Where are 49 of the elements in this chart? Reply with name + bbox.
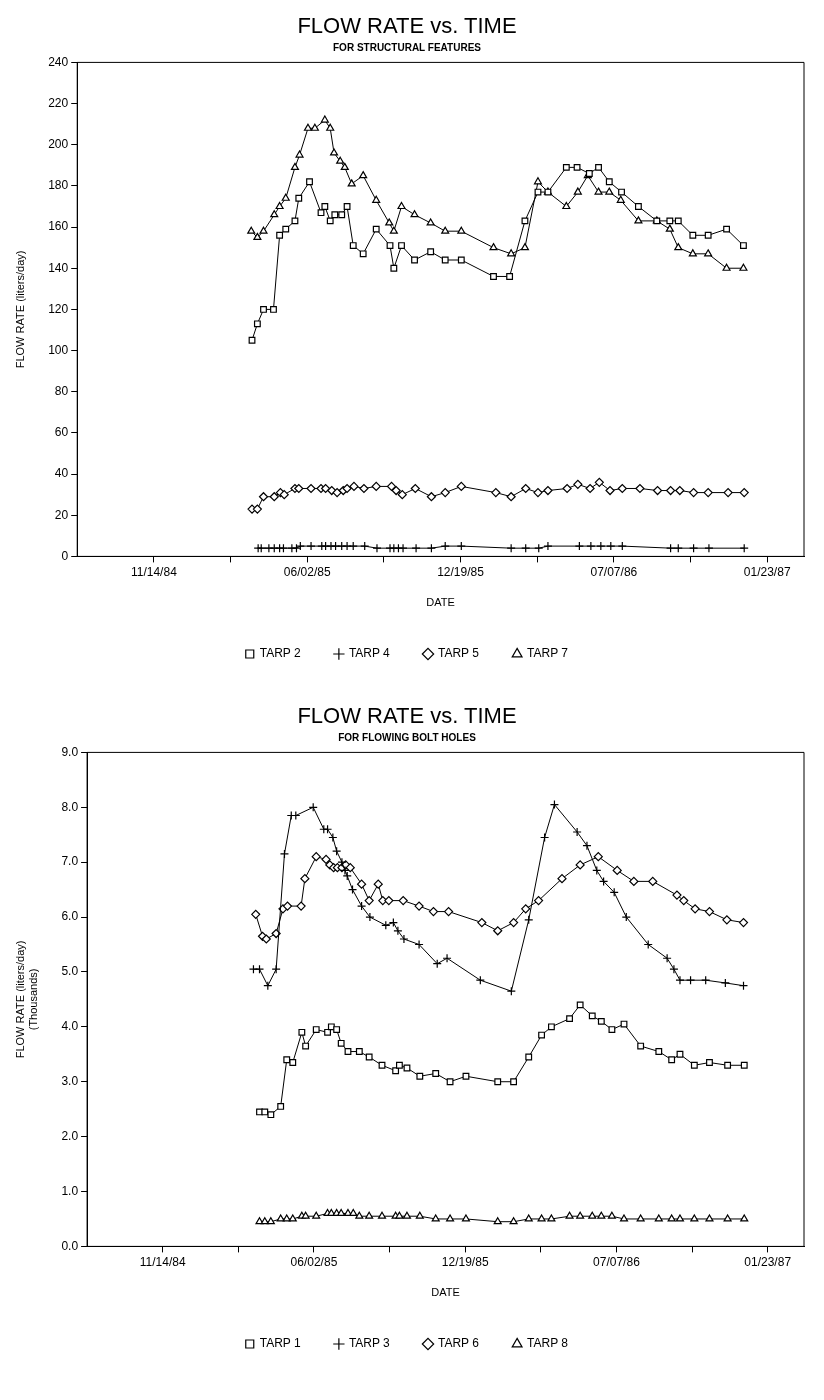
legend-label: TARP 4 xyxy=(348,646,391,661)
y-tick-label: 0 xyxy=(61,548,69,563)
legend-label: TARP 2 xyxy=(259,646,301,661)
y-tick-label: 60 xyxy=(54,425,69,440)
y-tick-label: 80 xyxy=(54,384,69,399)
y-tick-label: 9.0 xyxy=(61,744,79,759)
y-tick-label: 140 xyxy=(48,260,69,275)
x-tick-label: 12/19/85 xyxy=(441,1254,489,1269)
legend-label: TARP 3 xyxy=(348,1336,391,1351)
x-tick-label: 06/02/85 xyxy=(283,564,331,579)
y-tick-label: 0.0 xyxy=(61,1238,79,1253)
y-tick-label: 180 xyxy=(48,178,69,193)
y-tick-label: 20 xyxy=(54,507,69,522)
y-tick-label: 40 xyxy=(54,466,69,481)
legend-label: TARP 6 xyxy=(438,1336,480,1351)
y-tick-label: 2.0 xyxy=(61,1128,79,1143)
y-tick-label: 1.0 xyxy=(61,1183,79,1198)
x-tick-label: 01/23/87 xyxy=(744,1254,792,1269)
chart-title: FLOW RATE vs. TIME xyxy=(297,13,517,39)
y-tick-label: 120 xyxy=(48,301,69,316)
y-tick-label: 5.0 xyxy=(61,964,79,979)
y-tick-label: 220 xyxy=(48,95,69,110)
x-tick-label: 12/19/85 xyxy=(437,564,485,579)
chart-subtitle: FOR STRUCTURAL FEATURES xyxy=(333,42,482,54)
y-axis-title: FLOW RATE (liters/day) xyxy=(13,250,26,369)
y-axis-title: FLOW RATE (liters/day) (Thousands) xyxy=(13,940,39,1059)
y-tick-label: 240 xyxy=(48,54,69,69)
y-tick-label: 100 xyxy=(48,342,69,357)
x-axis-title: DATE xyxy=(426,596,455,609)
chart-subtitle: FOR FLOWING BOLT HOLES xyxy=(338,732,477,744)
x-tick-label: 01/23/87 xyxy=(743,564,791,579)
legend-label: TARP 1 xyxy=(259,1336,301,1351)
chart-title: FLOW RATE vs. TIME xyxy=(297,703,517,729)
y-tick-label: 160 xyxy=(48,219,69,234)
x-axis-title: DATE xyxy=(431,1286,460,1299)
y-tick-label: 3.0 xyxy=(61,1074,79,1089)
x-tick-label: 07/07/86 xyxy=(590,564,638,579)
x-tick-label: 06/02/85 xyxy=(290,1254,338,1269)
y-tick-label: 200 xyxy=(48,137,69,152)
y-tick-label: 8.0 xyxy=(61,799,79,814)
legend-label: TARP 5 xyxy=(438,646,480,661)
y-tick-label: 7.0 xyxy=(61,854,79,869)
y-tick-label: 6.0 xyxy=(61,909,79,924)
x-tick-label: 11/14/84 xyxy=(139,1254,186,1269)
x-tick-label: 07/07/86 xyxy=(593,1254,641,1269)
legend-label: TARP 8 xyxy=(527,1336,569,1351)
y-tick-label: 4.0 xyxy=(61,1019,79,1034)
legend-label: TARP 7 xyxy=(527,646,569,661)
x-tick-label: 11/14/84 xyxy=(130,564,178,579)
